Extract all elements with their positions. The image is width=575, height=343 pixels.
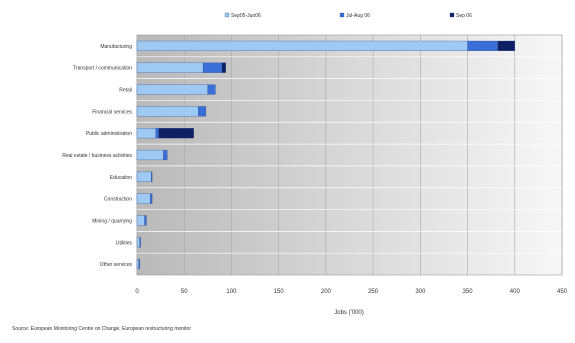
legend: Sep05-Jun06 Jul-Aug 06 Sep 06 [224,12,472,19]
category-label: Retail [119,88,132,94]
category-labels: Manufacturing Transport / communication Re… [62,44,132,268]
bar-segment [202,62,223,73]
category-label: Construction [104,197,132,203]
legend-swatch [449,12,455,18]
category-label: Transport / communication [73,66,132,72]
source-note: Source: European Monitoring Centre on Ch… [12,326,191,332]
legend-label: Sep05-Jun06 [231,13,261,19]
plot-area-background [136,34,563,276]
bar-segment [136,149,164,161]
bar-segment [467,40,498,51]
x-tick-labels: 0 50 100 150 200 250 300 350 400 450 [135,289,567,295]
bar-segment [136,237,140,248]
bar-segment [198,106,207,117]
x-tick-label: 200 [321,289,332,295]
bar-segment [221,62,226,73]
x-tick-label: 400 [510,289,521,295]
category-label: Other services [100,262,133,268]
category-label: Education [110,175,132,181]
x-tick-label: 300 [415,289,426,295]
bar-segment [136,171,152,182]
x-tick-label: 250 [368,289,379,295]
x-tick-label: 450 [557,289,568,295]
bar-segment [136,40,468,51]
gridlines [136,35,563,275]
bar-segment [136,259,140,270]
x-tick-label: 100 [226,289,237,295]
legend-swatch [224,12,230,18]
bar-segment [150,193,153,204]
bar-segment [207,84,216,95]
bars [136,40,515,270]
bar-segment [136,84,208,95]
category-label: Manufacturing [100,44,132,50]
bar-segment [155,128,159,139]
bar-segment [163,149,168,161]
x-axis-label: Jobs ('000) [334,310,364,316]
bar-segment [136,193,151,204]
x-tick-label: 150 [274,289,285,295]
bar-segment [139,237,141,248]
legend-label: Jul-Aug 06 [346,13,370,19]
bar-segment [136,215,145,226]
x-tick-label: 50 [181,289,188,295]
bar-segment [136,62,204,73]
bar-segment [144,215,147,226]
x-tick-label: 350 [463,289,474,295]
category-label: Public administration [86,131,132,137]
bar-segment [158,128,194,139]
bar-segment [136,128,157,139]
category-label: Utilities [116,240,133,246]
category-label: Real estate / business activities [62,153,132,159]
legend-swatch [339,12,345,18]
bar-segment [497,40,515,51]
category-label: Financial services [92,109,132,115]
bar-segment [138,259,140,270]
category-label: Mining / quarrying [92,218,132,224]
bar-segment [136,106,199,117]
legend-label: Sep 06 [456,13,472,19]
bar-segment [151,171,153,182]
x-tick-label: 0 [135,289,139,295]
